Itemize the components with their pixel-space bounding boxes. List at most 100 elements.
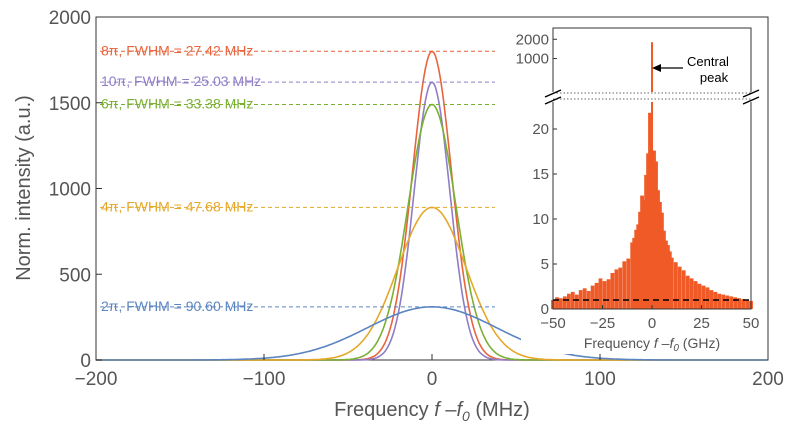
- inset-chart: −50 −25 0 25 50 0 5 10 15 20 1000 2000 Frequency f…: [516, 21, 766, 354]
- inset-y-tick-label-upper-0: 1000: [516, 51, 549, 68]
- inset-bar-54: [725, 295, 730, 309]
- inset-break-mark-left-2: [544, 96, 562, 105]
- inset-bar-43: [681, 270, 686, 309]
- inset-x-axis-ticks: −50 −25 0 25 50: [540, 305, 759, 332]
- inset-bar-31: [652, 150, 656, 309]
- inset-x-tick-label-1: −25: [590, 315, 615, 332]
- main-x-tick-label-2: 0: [427, 369, 438, 390]
- inset-break-mark-right-1: [742, 89, 760, 98]
- inset-bar-13: [602, 281, 607, 309]
- inset-bar-6: [574, 294, 579, 309]
- inset-bar-25: [640, 195, 644, 309]
- main-x-tick-label-4: 200: [752, 369, 784, 390]
- inset-bar-55: [729, 296, 734, 309]
- series-label-2: 6π, FWHM = 33.38 MHz: [101, 95, 253, 111]
- inset-bar-49: [705, 287, 710, 309]
- inset-bar-7: [578, 290, 583, 309]
- main-series-labels: 8π, FWHM = 27.42 MHz 10π, FWHM = 25.03 MH…: [101, 42, 261, 314]
- main-x-axis-label: Frequency f –f0 (MHz): [334, 399, 530, 424]
- inset-y-axis-ticks: 0 5 10 15 20 1000 2000: [516, 31, 557, 318]
- inset-bar-19: [626, 258, 631, 309]
- main-x-tick-label-1: −100: [243, 369, 286, 390]
- series-label-0: 8π, FWHM = 27.42 MHz: [101, 42, 253, 58]
- inset-bar-30-upper: [651, 42, 653, 92]
- inset-bar-24: [638, 211, 642, 309]
- inset-y-tick-label-lower-1: 5: [541, 256, 549, 273]
- inset-bar-32: [654, 161, 658, 309]
- inset-bar-16: [614, 269, 619, 309]
- inset-bar-41: [673, 262, 678, 309]
- inset-bar-10: [590, 285, 595, 309]
- inset-y-tick-label-lower-4: 20: [532, 121, 549, 138]
- inset-bar-50: [709, 290, 714, 309]
- series-label-3: 4π, FWHM = 47.68 MHz: [101, 198, 253, 214]
- inset-bar-5: [570, 291, 575, 309]
- inset-bar-56: [733, 297, 738, 309]
- inset-bar-3: [563, 296, 567, 309]
- inset-x-axis-label: Frequency f –f0 (GHz): [584, 335, 720, 354]
- inset-x-tick-label-4: 50: [743, 315, 760, 332]
- inset-bar-8: [582, 288, 587, 309]
- inset-y-tick-label-lower-3: 15: [532, 166, 549, 183]
- inset-bar-57: [737, 298, 741, 309]
- inset-bar-58: [741, 299, 745, 309]
- main-x-tick-label-3: 100: [584, 369, 616, 390]
- main-y-tick-label-4: 2000: [49, 8, 91, 29]
- inset-bar-30: [651, 102, 653, 309]
- inset-bar-29: [648, 112, 652, 309]
- inset-y-tick-label-lower-2: 10: [532, 211, 549, 228]
- inset-bar-4: [567, 293, 571, 309]
- inset-bar-36: [662, 230, 666, 309]
- inset-bar-40: [669, 257, 674, 309]
- series-label-1: 10π, FWHM = 25.03 MHz: [101, 73, 261, 89]
- inset-bar-44: [685, 275, 690, 309]
- inset-bar-26: [642, 200, 646, 309]
- inset-x-tick-label-0: −50: [540, 315, 565, 332]
- inset-bar-45: [689, 278, 694, 309]
- inset-bar-12: [598, 278, 603, 309]
- inset-bar-34: [658, 201, 662, 309]
- inset-bar-14: [606, 279, 611, 309]
- inset-bar-22: [634, 229, 639, 309]
- inset-bar-48: [701, 285, 706, 309]
- main-y-tick-label-3: 1500: [49, 94, 91, 115]
- inset-x-tick-label-3: 25: [693, 315, 710, 332]
- inset-bar-1: [555, 297, 559, 309]
- inset-bar-46: [693, 281, 698, 309]
- inset-annotation-line1: Central: [687, 54, 729, 69]
- inset-bar-52: [717, 293, 722, 309]
- main-reference-lines: [100, 50, 495, 308]
- inset-bar-53: [721, 294, 726, 309]
- main-x-axis-ticks: −200 −100 0 100 200: [75, 354, 784, 390]
- inset-bar-15: [610, 273, 615, 309]
- main-y-tick-label-1: 500: [59, 265, 91, 286]
- inset-break-mark-left-1: [544, 89, 562, 98]
- inset-bar-59: [745, 300, 749, 309]
- main-y-axis-label: Norm. intensity (a.u.): [13, 95, 35, 281]
- inset-bar-11: [594, 282, 599, 309]
- inset-bars: [551, 42, 753, 309]
- inset-bar-18: [622, 261, 627, 309]
- inset-bar-20: [630, 242, 635, 309]
- inset-bar-17: [618, 267, 623, 309]
- main-y-axis-ticks: 0 500 1000 1500 2000: [49, 8, 102, 372]
- inset-annotation-arrowhead: [652, 64, 661, 72]
- inset-bar-37: [664, 240, 668, 309]
- inset-break-gap: [553, 92, 751, 102]
- inset-bar-42: [677, 266, 682, 309]
- inset-y-tick-label-lower-0: 0: [541, 301, 549, 318]
- inset-annotation-line2: peak: [700, 70, 729, 85]
- inset-bar-2: [559, 298, 563, 309]
- main-chart: 8π, FWHM = 27.42 MHz 10π, FWHM = 25.03 MH…: [13, 8, 784, 424]
- inset-bar-27: [644, 174, 648, 309]
- inset-bar-39: [667, 251, 672, 309]
- inset-bar-47: [697, 283, 702, 309]
- inset-x-tick-label-2: 0: [648, 315, 656, 332]
- main-y-tick-label-2: 1000: [49, 180, 91, 201]
- inset-upper-frame: [552, 27, 752, 92]
- inset-bar-21: [632, 237, 637, 309]
- inset-bar-35: [660, 212, 664, 309]
- main-x-tick-label-0: −200: [75, 369, 118, 390]
- inset-y-tick-label-upper-1: 2000: [516, 31, 549, 48]
